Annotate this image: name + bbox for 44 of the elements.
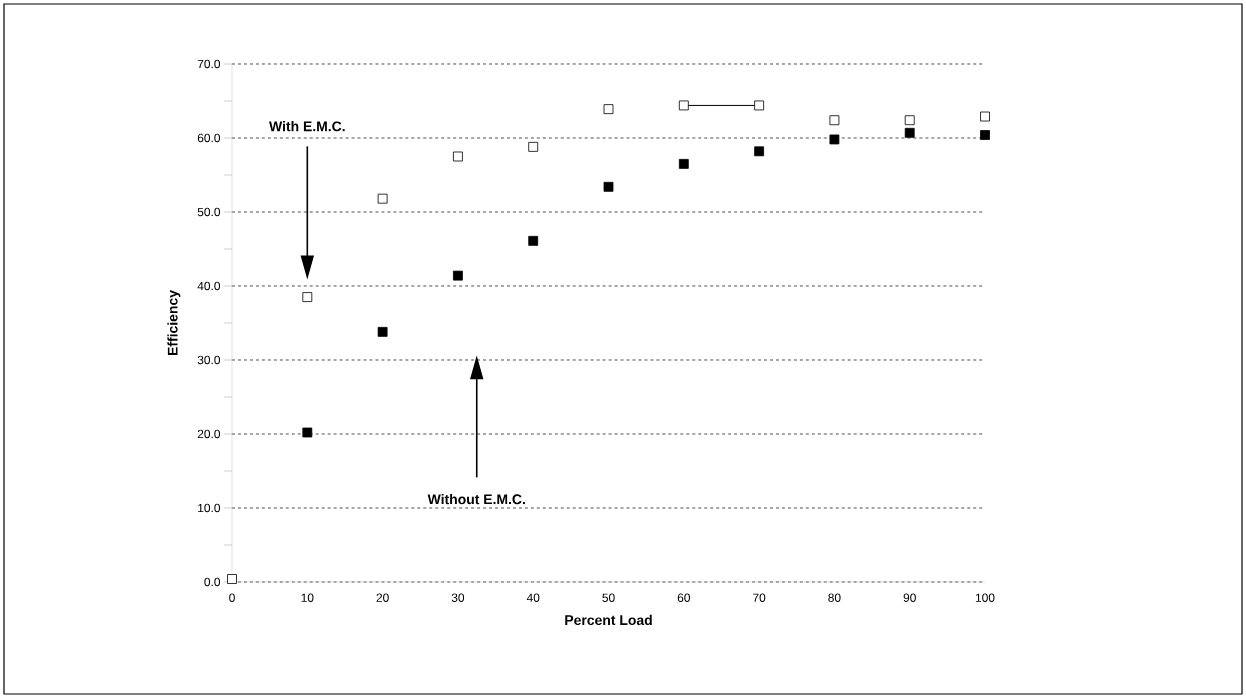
y-tick-label: 10.0 xyxy=(198,503,221,513)
y-tick-label: 40.0 xyxy=(197,281,221,291)
point xyxy=(377,326,388,337)
point xyxy=(528,141,539,152)
x-axis-title: Percent Load xyxy=(565,614,652,626)
point xyxy=(603,104,614,115)
point xyxy=(528,235,539,246)
x-tick-label: 70 xyxy=(753,593,766,602)
x-tick-label: 30 xyxy=(451,593,465,602)
x-tick-label: 10 xyxy=(301,593,314,602)
y-tick-label: 50.0 xyxy=(197,207,221,217)
x-tick-label: 0 xyxy=(229,593,235,602)
point xyxy=(678,158,689,169)
point xyxy=(453,270,463,281)
annotation: Without E.M.C. xyxy=(427,493,525,505)
point xyxy=(829,115,840,126)
point xyxy=(980,111,990,122)
annotation: With E.M.C. xyxy=(269,121,345,132)
x-tick-label: 50 xyxy=(602,593,615,602)
y-axis-title: Efficiency xyxy=(167,290,181,355)
point xyxy=(603,181,614,192)
point xyxy=(904,127,915,138)
point xyxy=(678,100,689,111)
point xyxy=(453,151,463,162)
y-tick-label: 20.0 xyxy=(197,429,221,439)
y-tick-label: 0.0 xyxy=(204,577,221,587)
x-tick-label: 60 xyxy=(677,593,690,602)
point xyxy=(754,100,765,111)
point xyxy=(377,193,388,204)
y-tick-label: 70.0 xyxy=(197,59,221,69)
point xyxy=(754,146,765,157)
point xyxy=(227,574,237,584)
x-tick-label: 100 xyxy=(975,593,995,602)
y-tick-label: 30.0 xyxy=(197,355,221,365)
x-tick-label: 20 xyxy=(376,593,389,602)
point xyxy=(829,134,840,145)
point xyxy=(980,130,990,140)
point xyxy=(904,115,915,126)
x-tick-label: 40 xyxy=(526,593,540,602)
point xyxy=(302,292,313,302)
point xyxy=(302,427,313,438)
x-tick-label: 90 xyxy=(903,593,916,602)
y-tick-label: 60.0 xyxy=(197,133,221,143)
x-tick-label: 80 xyxy=(828,593,841,602)
